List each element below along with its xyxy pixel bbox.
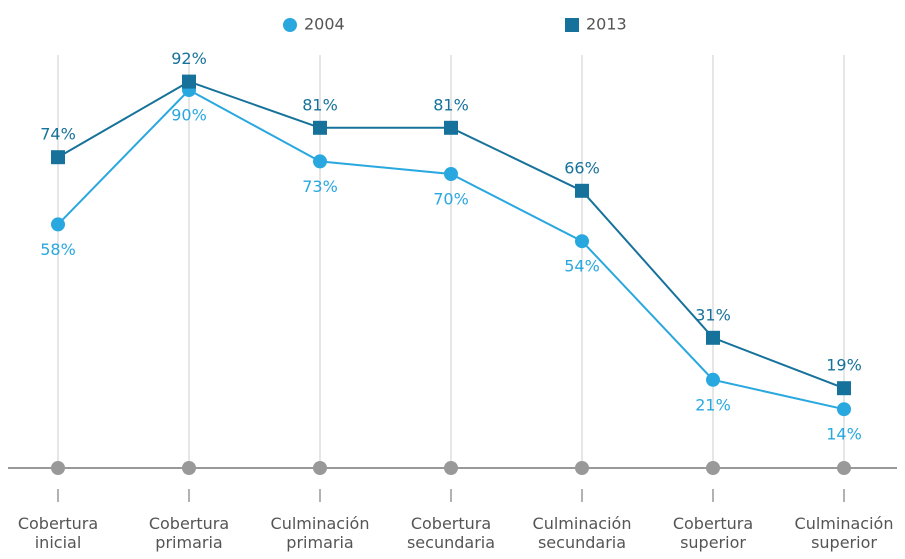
data-label: 31% <box>695 305 731 324</box>
legend-marker <box>283 18 297 32</box>
data-label: 21% <box>695 395 731 414</box>
point <box>444 167 458 181</box>
point <box>706 372 720 387</box>
x-tick-label: Cobertura superior <box>672 514 754 552</box>
x-tick-label: Cobertura primaria <box>148 514 230 552</box>
data-label: 90% <box>171 106 207 125</box>
point <box>313 154 327 169</box>
point <box>313 120 327 135</box>
data-label: 66% <box>564 158 600 177</box>
axis-dot <box>313 461 327 475</box>
point <box>706 330 720 345</box>
x-tick-label: Culminación primaria <box>270 514 370 552</box>
point <box>575 183 589 198</box>
data-label: 58% <box>40 240 76 259</box>
data-label: 54% <box>564 257 600 276</box>
axis-dot <box>837 461 851 475</box>
data-label: 70% <box>433 190 469 209</box>
data-label: 74% <box>40 125 76 144</box>
point <box>837 381 851 396</box>
x-tick-label: Culminación superior <box>794 514 894 552</box>
data-label: 81% <box>433 95 469 114</box>
x-tick-label: Culminación secundaria <box>532 514 632 552</box>
data-label: 14% <box>826 425 862 444</box>
legend-label: 2004 <box>304 15 345 34</box>
axis-dot <box>182 461 196 475</box>
point <box>51 150 65 165</box>
axis-dot <box>51 461 65 475</box>
point <box>182 74 196 89</box>
data-label: 73% <box>302 177 338 196</box>
x-tick-label: Cobertura secundaria <box>406 514 496 552</box>
data-label: 81% <box>302 95 338 114</box>
point <box>444 120 458 135</box>
legend-marker <box>565 18 579 32</box>
point <box>575 234 589 249</box>
point <box>837 402 851 417</box>
x-tick-label: Cobertura inicial <box>17 514 99 552</box>
legend-label: 2013 <box>586 15 627 34</box>
point <box>51 217 65 232</box>
data-label: 19% <box>826 356 862 375</box>
axis-dot <box>444 461 458 475</box>
data-label: 92% <box>171 49 207 68</box>
axis-dot <box>706 461 720 475</box>
axis-dot <box>575 461 589 475</box>
